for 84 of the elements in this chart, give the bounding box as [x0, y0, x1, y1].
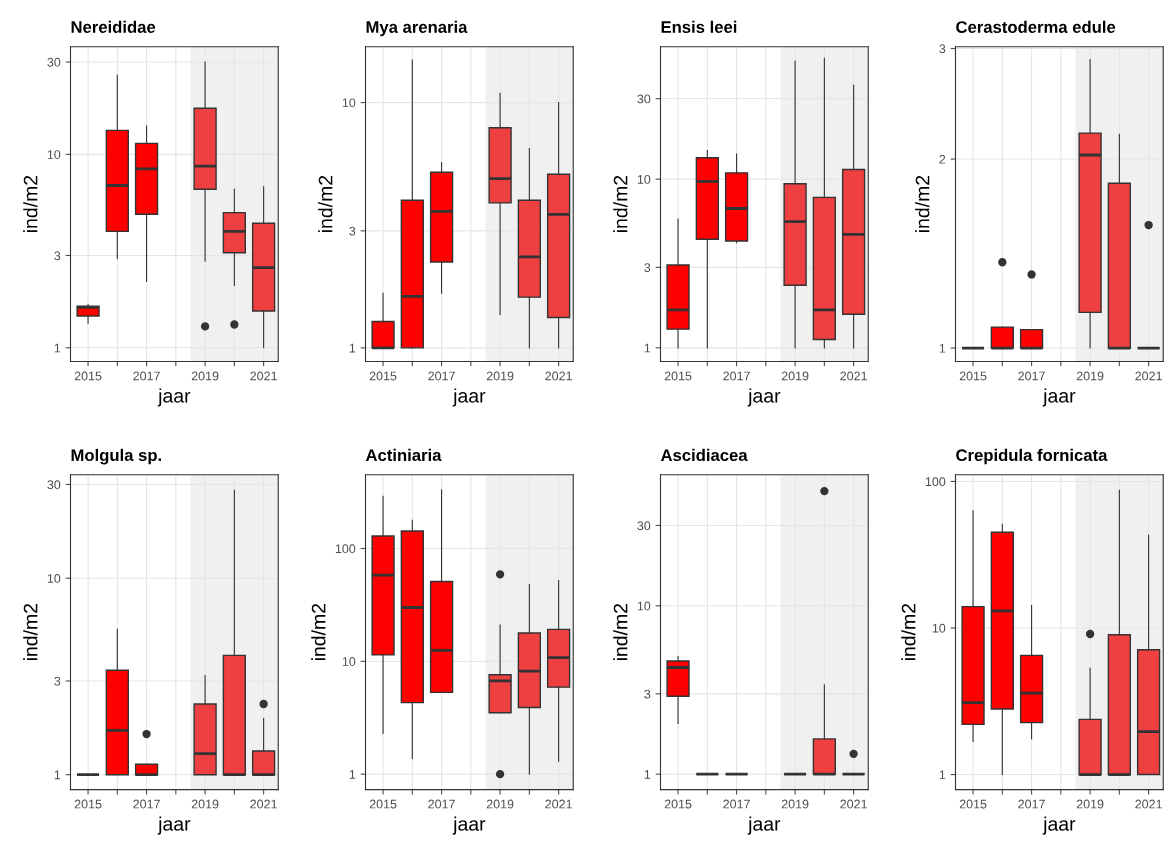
x-tick-label: 2021 [840, 799, 867, 809]
y-tick-label: 1 [644, 343, 651, 353]
x-tick-label: 2019 [191, 371, 219, 381]
x-axis-title: jaar [747, 388, 781, 407]
y-tick-label: 30 [637, 521, 651, 531]
x-axis-title: jaar [1042, 816, 1076, 835]
y-tick-label: 100 [925, 477, 946, 487]
x-tick-label: 2015 [664, 371, 692, 381]
y-tick-label: 1 [54, 343, 61, 353]
chart-title: Molgula sp. [71, 448, 162, 465]
chart-title: Actiniaria [365, 448, 442, 462]
chart-title: Mya arenaria [366, 20, 468, 37]
x-tick-label: 2017 [1018, 799, 1045, 809]
x-tick-label: 2017 [723, 371, 750, 381]
x-tick-label: 2019 [486, 799, 514, 809]
x-axis-title: jaar [1042, 388, 1076, 407]
x-tick-label: 2021 [840, 371, 867, 381]
x-tick-label: 2019 [781, 799, 809, 809]
x-tick-label: 2017 [428, 799, 455, 809]
y-tick-label: 1 [939, 770, 946, 780]
x-tick-label: 2021 [1135, 799, 1162, 809]
x-tick-label: 2021 [545, 371, 572, 381]
x-tick-label: 2015 [369, 371, 397, 381]
y-tick-label: 10 [47, 574, 61, 583]
y-axis-title: ind/m2 [318, 175, 333, 232]
x-axis-title: jaar [747, 816, 781, 835]
y-tick-label: 1 [939, 343, 946, 353]
y-tick-label: 3 [644, 689, 651, 699]
x-tick-label: 2017 [428, 371, 455, 381]
x-tick-label: 2017 [133, 371, 160, 381]
x-tick-label: 2019 [191, 799, 219, 809]
x-axis-title: jaar [157, 816, 191, 835]
x-tick-label: 2015 [959, 799, 987, 809]
chart-title: Cerastoderma edule [956, 20, 1116, 33]
y-tick-label: 10 [342, 98, 356, 108]
y-axis-title: ind/m2 [311, 603, 326, 661]
x-tick-label: 2015 [959, 371, 987, 381]
chart-title: Ascidiacea [660, 448, 748, 462]
y-tick-label: 10 [342, 657, 356, 666]
chart-title: Ensis leei [661, 20, 737, 33]
y-tick-label: 3 [644, 263, 651, 272]
x-tick-label: 2015 [74, 371, 102, 381]
y-tick-label: 2 [939, 154, 946, 164]
y-tick-label: 10 [637, 601, 651, 611]
x-tick-label: 2015 [369, 799, 397, 809]
x-tick-label: 2021 [250, 799, 277, 809]
x-tick-label: 2015 [74, 799, 102, 809]
chart-title: Crepidula fornicata [956, 448, 1108, 465]
y-axis-title: ind/m2 [613, 175, 628, 232]
x-tick-label: 2021 [545, 799, 572, 809]
y-tick-label: 3 [939, 44, 946, 54]
y-axis-title: ind/m2 [901, 603, 916, 661]
x-axis-title: jaar [452, 388, 486, 407]
x-tick-label: 2017 [133, 799, 160, 809]
y-tick-label: 10 [47, 150, 61, 159]
y-axis-title: ind/m2 [613, 603, 628, 661]
y-tick-label: 3 [54, 251, 61, 261]
y-tick-label: 30 [47, 57, 61, 67]
x-tick-label: 2019 [781, 371, 809, 381]
y-axis-title: ind/m2 [23, 603, 38, 661]
y-axis-title: ind/m2 [23, 175, 38, 232]
y-tick-label: 1 [54, 770, 61, 780]
y-tick-label: 10 [637, 174, 651, 184]
x-tick-label: 2019 [1076, 799, 1104, 809]
x-tick-label: 2017 [723, 799, 750, 809]
x-tick-label: 2017 [1018, 371, 1045, 381]
y-axis-title: ind/m2 [915, 175, 930, 232]
chart-title: Nereididae [71, 20, 156, 33]
x-tick-label: 2021 [250, 371, 277, 381]
y-tick-label: 3 [54, 676, 61, 686]
y-tick-label: 10 [932, 623, 946, 633]
y-tick-label: 3 [349, 226, 356, 236]
x-axis-title: jaar [452, 816, 486, 835]
y-tick-label: 100 [335, 544, 356, 554]
y-tick-label: 1 [644, 770, 651, 779]
x-tick-label: 2015 [664, 799, 692, 809]
x-tick-label: 2021 [1135, 371, 1162, 381]
y-tick-label: 30 [637, 94, 651, 104]
y-tick-label: 30 [47, 480, 61, 490]
y-tick-label: 1 [349, 343, 356, 353]
x-tick-label: 2019 [486, 371, 514, 381]
x-tick-label: 2019 [1076, 371, 1104, 381]
y-tick-label: 1 [349, 770, 356, 779]
x-axis-title: jaar [157, 388, 191, 407]
